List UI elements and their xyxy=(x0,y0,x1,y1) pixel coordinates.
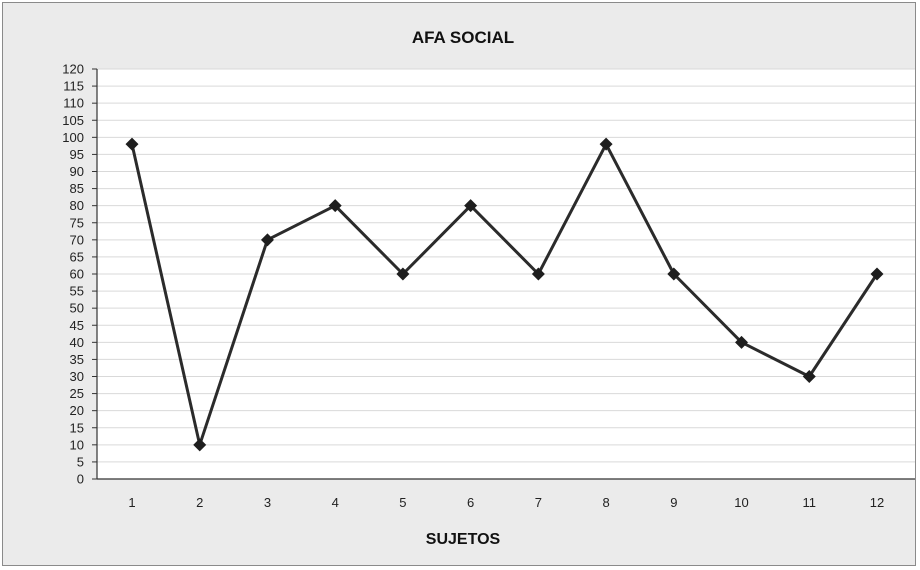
y-tick-label: 20 xyxy=(70,403,84,418)
series-line xyxy=(130,142,879,447)
y-tick-label: 115 xyxy=(63,79,84,94)
x-tick-label: 12 xyxy=(870,495,884,510)
series xyxy=(125,137,884,452)
y-tick-label: 120 xyxy=(62,62,84,77)
x-tick-label: 5 xyxy=(399,495,406,510)
x-tick-label: 10 xyxy=(734,495,748,510)
y-tick-label: 40 xyxy=(70,335,84,350)
x-tick-label: 7 xyxy=(535,495,542,510)
x-tick-label: 2 xyxy=(196,495,203,510)
x-tick-label: 1 xyxy=(128,495,135,510)
gridlines xyxy=(97,68,915,463)
data-point xyxy=(193,438,207,452)
axes xyxy=(92,68,915,480)
y-tick-label: 10 xyxy=(70,437,84,452)
data-point xyxy=(125,137,139,151)
y-tick-label: 75 xyxy=(70,215,84,230)
x-tick-label: 9 xyxy=(670,495,677,510)
data-point xyxy=(396,267,410,281)
chart-title: AFA SOCIAL xyxy=(412,28,514,47)
y-tick-label: 15 xyxy=(70,420,84,435)
data-point xyxy=(802,370,816,383)
x-tick-label: 3 xyxy=(264,495,271,510)
y-tick-label: 0 xyxy=(77,472,84,487)
y-tick-labels: 0 5 10 15 20 25 30 35 40 45 50 55 60 65 70 75 80 85 90 95 10… xyxy=(62,62,84,487)
y-tick-label: 5 xyxy=(77,454,84,469)
y-tick-label: 95 xyxy=(70,147,84,162)
y-tick-label: 100 xyxy=(62,130,84,145)
y-tick-label: 80 xyxy=(70,198,84,213)
data-point xyxy=(667,267,681,281)
x-axis-label: SUJETOS xyxy=(426,531,501,548)
y-tick-label: 70 xyxy=(70,232,84,247)
x-tick-label: 11 xyxy=(803,495,817,510)
y-tick-label: 50 xyxy=(70,301,84,316)
y-tick-label: 65 xyxy=(70,249,84,264)
data-point xyxy=(870,267,884,281)
data-point xyxy=(260,233,274,247)
x-tick-labels: 1 2 3 4 5 6 7 8 9 10 11 12 xyxy=(128,495,884,510)
y-tick-label: 90 xyxy=(70,164,84,179)
y-tick-label: 25 xyxy=(70,386,84,401)
y-tick-label: 105 xyxy=(62,113,84,128)
y-tick-label: 55 xyxy=(70,284,84,299)
data-point xyxy=(735,335,749,349)
data-point xyxy=(328,199,342,213)
x-tick-label: 8 xyxy=(602,495,609,510)
data-point xyxy=(531,267,545,281)
x-tick-label: 4 xyxy=(332,495,339,510)
y-tick-label: 30 xyxy=(70,369,84,384)
y-tick-label: 60 xyxy=(70,267,84,282)
y-tick-label: 85 xyxy=(70,181,84,196)
x-tick-label: 6 xyxy=(467,495,474,510)
data-point xyxy=(464,199,478,213)
data-point xyxy=(599,137,613,151)
line-chart: 0510152025303540455055606570758085909510… xyxy=(62,28,915,548)
y-tick-label: 35 xyxy=(70,352,84,367)
y-tick-label: 45 xyxy=(70,318,84,333)
y-tick-label: 110 xyxy=(63,96,84,111)
